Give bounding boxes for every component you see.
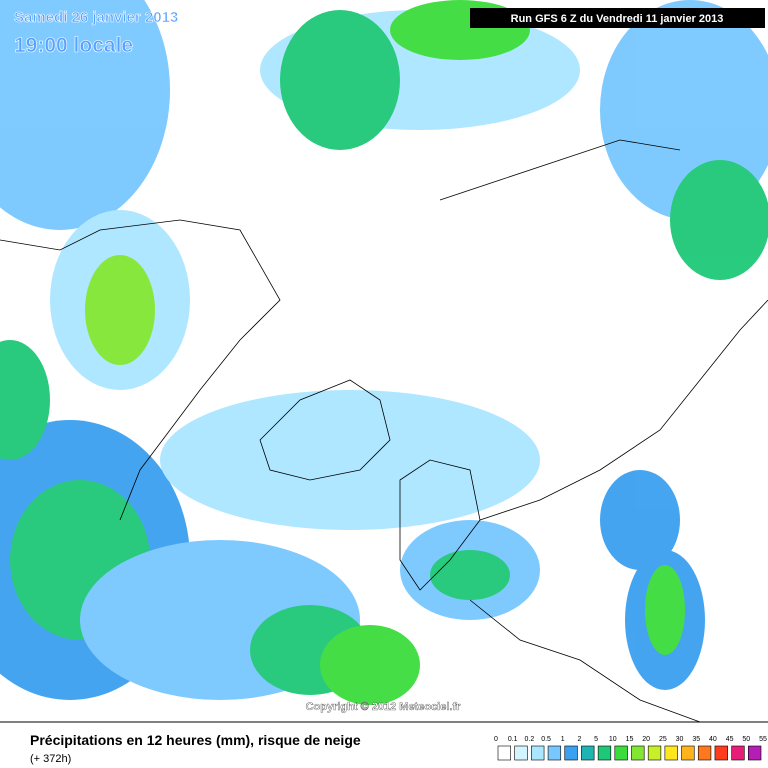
legend-label: 15 xyxy=(626,736,634,743)
legend-swatch xyxy=(731,745,745,761)
coastlines xyxy=(0,139,768,723)
legend-label: 10 xyxy=(609,736,617,743)
run-box xyxy=(470,8,765,28)
legend-swatch xyxy=(714,745,728,761)
legend-label: 0.1 xyxy=(508,736,518,743)
legend: 0 0.1 0.2 0.5 1 2 5 10 15 20 25 30 35 40 45 50 55 xyxy=(494,736,767,761)
legend-swatch xyxy=(497,745,511,761)
legend-swatch xyxy=(681,745,695,761)
legend-swatch xyxy=(664,745,678,761)
run-label: Run GFS 6 Z du Vendredi 11 janvier 2013 xyxy=(511,13,724,25)
legend-swatch xyxy=(597,745,612,761)
legend-swatch xyxy=(531,745,545,761)
footer-title: Précipitations en 12 heures (mm), risque… xyxy=(30,732,361,748)
legend-label: 0 xyxy=(494,736,498,743)
legend-label: 25 xyxy=(659,736,667,743)
legend-label: 2 xyxy=(577,736,581,743)
legend-label: 1 xyxy=(561,736,565,743)
legend-swatch xyxy=(614,745,628,761)
legend-label: 30 xyxy=(676,736,684,743)
legend-swatch xyxy=(647,745,662,761)
time-label: 19:00 locale xyxy=(14,34,133,57)
copyright: Copyright © 2012 Meteociel.fr xyxy=(306,701,462,713)
footer-lead: (+ 372h) xyxy=(30,753,71,765)
legend-label: 50 xyxy=(742,736,750,743)
legend-swatch xyxy=(547,745,562,761)
legend-label: 55 xyxy=(759,736,767,743)
legend-swatch xyxy=(564,745,578,761)
legend-label: 45 xyxy=(726,736,734,743)
legend-label: 0.5 xyxy=(541,736,551,743)
date-label: Samedi 26 janvier 2013 xyxy=(14,9,178,26)
legend-swatch xyxy=(581,745,595,761)
legend-label: 20 xyxy=(642,736,650,743)
precipitation xyxy=(0,0,768,705)
legend-swatch xyxy=(514,745,528,761)
legend-label: 0.2 xyxy=(525,736,535,743)
legend-label: 35 xyxy=(692,736,700,743)
legend-swatch xyxy=(697,745,712,761)
legend-label: 40 xyxy=(709,736,717,743)
legend-swatch xyxy=(748,745,762,761)
legend-swatch xyxy=(631,745,645,761)
legend-label: 5 xyxy=(594,736,598,743)
